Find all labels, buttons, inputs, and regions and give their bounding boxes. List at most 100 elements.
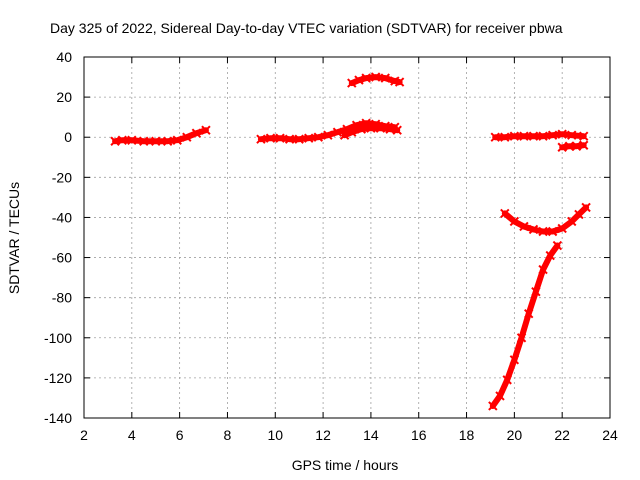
data-point: [531, 286, 541, 297]
data-point: [552, 240, 563, 251]
data-point: [574, 209, 584, 220]
data-point: [304, 133, 314, 143]
x-tick-label: 20: [507, 427, 523, 443]
series-segment-7: [500, 202, 591, 237]
data-point: [519, 131, 529, 141]
series-segment-1: [110, 125, 211, 146]
data-point: [182, 132, 192, 142]
data-point: [545, 250, 555, 261]
x-tick-label: 6: [176, 427, 184, 443]
data-point: [347, 127, 357, 137]
data-point: [265, 133, 276, 143]
data-point: [375, 123, 386, 133]
data-point: [578, 140, 589, 150]
plot-frame: [83, 56, 611, 419]
data-point: [162, 136, 173, 146]
series-segment-4: [347, 72, 405, 88]
y-tick-label: -40: [52, 209, 72, 225]
data-point: [528, 131, 539, 141]
data-point: [356, 124, 367, 134]
y-tick-label: 0: [64, 129, 72, 145]
data-point: [547, 130, 558, 140]
chart-title: Day 325 of 2022, Sidereal Day-to-day VTE…: [50, 20, 563, 36]
data-point: [509, 216, 520, 227]
y-tick-label: -60: [52, 250, 72, 266]
data-point: [323, 130, 333, 140]
data-point: [528, 224, 539, 235]
data-point: [557, 142, 567, 152]
data-point: [567, 216, 577, 227]
data-point: [557, 129, 567, 139]
data-point: [392, 125, 402, 135]
x-tick-label: 4: [128, 427, 136, 443]
series-layer: [110, 72, 591, 411]
data-point: [256, 134, 266, 144]
series-line: [489, 242, 561, 409]
data-point: [567, 130, 577, 140]
x-tick-label: 8: [224, 427, 232, 443]
data-point: [201, 125, 211, 135]
series-segment-5: [490, 129, 589, 142]
data-point: [538, 264, 548, 275]
data-point: [509, 355, 520, 365]
data-point: [110, 136, 120, 146]
x-tick-label: 24: [602, 427, 618, 443]
x-tick-label: 18: [459, 427, 475, 443]
data-point: [564, 141, 575, 151]
data-point: [191, 128, 202, 138]
data-point: [284, 134, 295, 144]
y-tick-label: 40: [56, 49, 72, 65]
series-segment-8: [488, 240, 563, 411]
data-point: [519, 221, 529, 232]
data-point: [502, 375, 512, 385]
y-tick-label: -20: [52, 169, 72, 185]
data-point: [339, 130, 350, 140]
data-point: [509, 131, 520, 141]
data-point: [139, 136, 149, 146]
x-tick-label: 10: [267, 427, 283, 443]
x-tick-label: 22: [554, 427, 570, 443]
x-tick-label: 2: [80, 427, 88, 443]
series-segment-3: [339, 123, 402, 140]
data-point: [557, 223, 567, 234]
series-line: [112, 127, 209, 145]
data-point: [380, 73, 390, 83]
data-point: [294, 134, 304, 144]
data-point: [500, 132, 510, 142]
data-point: [394, 77, 405, 87]
series-line: [492, 131, 587, 141]
data-point: [516, 333, 527, 343]
y-axis-title: SDTVAR / TECUs: [6, 182, 22, 294]
x-tick-label: 12: [315, 427, 331, 443]
y-tick-label: -80: [52, 290, 72, 306]
data-point: [117, 135, 127, 145]
y-tick-label: -100: [44, 330, 72, 346]
data-point: [571, 141, 582, 151]
data-point: [488, 401, 498, 411]
data-point: [370, 72, 381, 82]
data-point: [347, 78, 357, 88]
data-point: [361, 73, 371, 83]
data-point: [127, 135, 137, 145]
data-point: [366, 123, 376, 133]
y-tick-label: -140: [44, 410, 72, 426]
data-point: [332, 127, 343, 137]
data-point: [524, 309, 534, 319]
data-point: [538, 131, 548, 141]
data-point: [313, 132, 324, 142]
data-point: [151, 136, 161, 146]
data-point: [500, 208, 510, 219]
series-line: [559, 142, 587, 151]
data-point: [275, 133, 285, 143]
data-point: [385, 124, 395, 134]
x-tick-label: 14: [363, 427, 379, 443]
data-point: [581, 202, 591, 213]
data-point: [578, 131, 589, 141]
data-point: [354, 75, 364, 85]
x-tick-label: 16: [411, 427, 427, 443]
axis-ticks: 2 4 6 8 10 12 14 16 18 20 22 24-140-120-100-80-60-4…: [44, 49, 618, 443]
x-axis-title: GPS time / hours: [292, 457, 399, 473]
grid: [84, 57, 610, 418]
series-segment-6: [557, 140, 589, 152]
